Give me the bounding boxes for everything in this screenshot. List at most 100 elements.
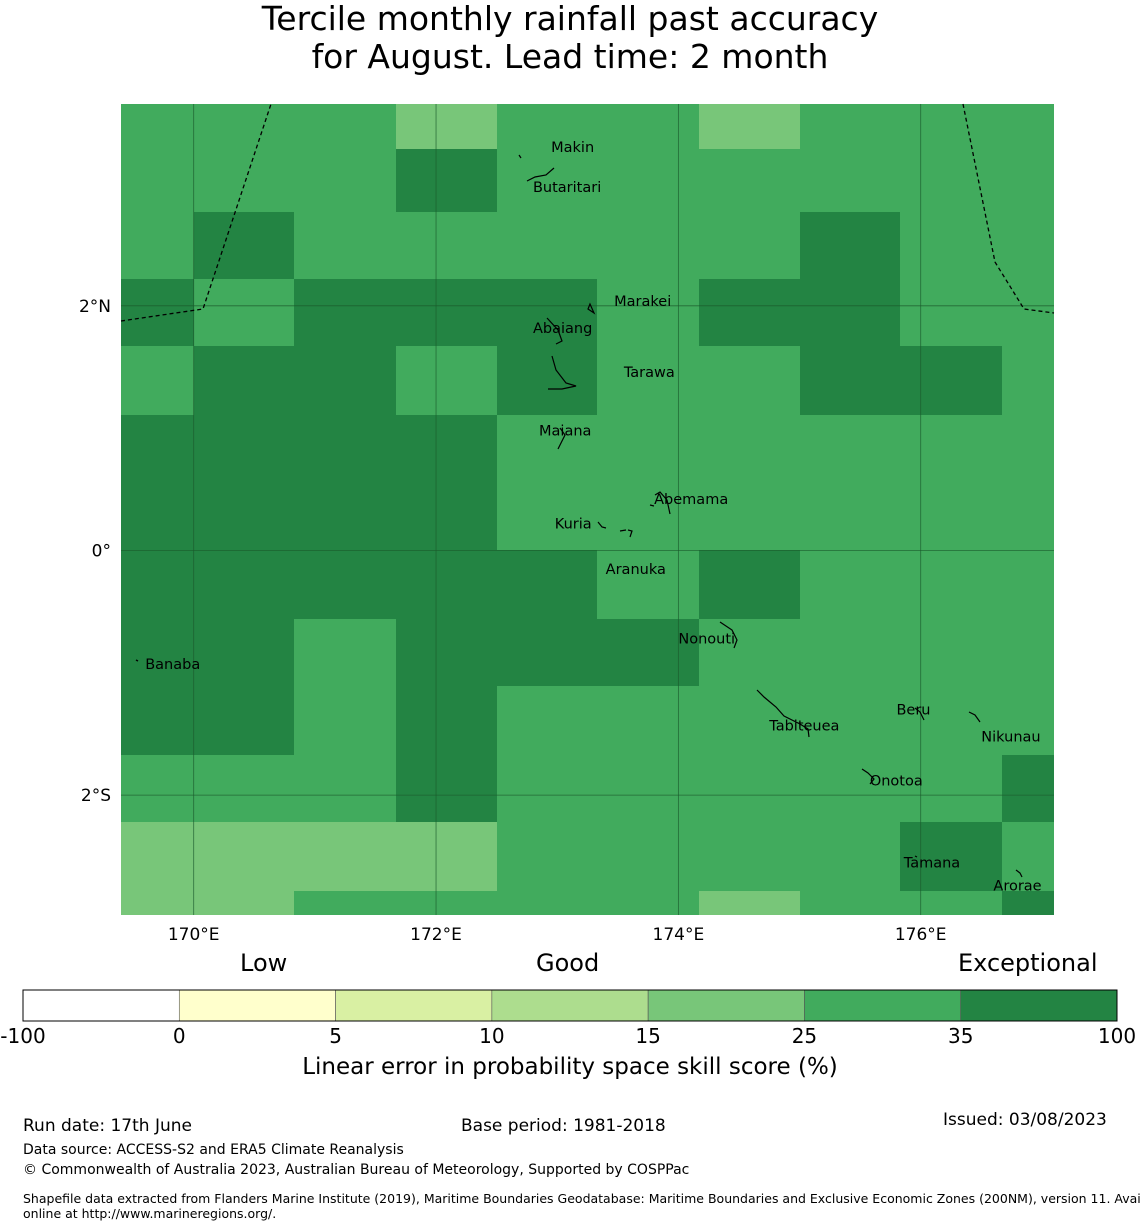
data-source: Data source: ACCESS-S2 and ERA5 Climate … <box>23 1142 404 1158</box>
grid-cell <box>800 415 900 550</box>
grid-cell <box>800 212 900 279</box>
grid-cell <box>121 822 194 891</box>
colorbar-tick-label: 100 <box>1098 1024 1136 1048</box>
grid-cell <box>396 415 497 550</box>
grid-cell <box>597 755 699 822</box>
grid-cell <box>294 550 396 619</box>
grid-cell <box>396 550 497 619</box>
colorbar-frame <box>22 989 1118 1022</box>
grid-cell <box>294 104 396 149</box>
grid-cell <box>194 550 294 619</box>
grid-cell <box>194 415 294 550</box>
grid-cell <box>194 822 294 891</box>
grid-cell <box>121 415 194 550</box>
island-label: Marakei <box>614 294 671 310</box>
grid-cell <box>597 550 699 619</box>
grid-cell <box>597 212 699 279</box>
grid-cell <box>497 686 597 755</box>
colorbar-tick-label: 5 <box>329 1024 342 1048</box>
eez-boundary-west <box>120 103 272 322</box>
grid-cell <box>497 822 597 891</box>
grid-cell <box>900 755 1002 822</box>
grid-cell <box>396 212 497 279</box>
grid-cell <box>699 755 800 822</box>
grid-cell <box>194 755 294 822</box>
grid-cell <box>497 104 597 149</box>
island-label: Nonouti <box>678 632 735 648</box>
island-onotoa <box>861 768 875 785</box>
island-label: Tarawa <box>623 365 675 381</box>
island-marakei <box>587 302 596 315</box>
grid-cell <box>497 212 597 279</box>
grid-cell <box>497 619 597 686</box>
grid-cell <box>294 149 396 212</box>
grid-cell <box>900 279 1002 346</box>
grid-cell <box>800 755 900 822</box>
grid-cell <box>396 346 497 415</box>
colorbar-header-low: Low <box>240 949 288 977</box>
grid-cell <box>900 891 1002 915</box>
grid-cell <box>1002 415 1054 550</box>
grid-cell <box>699 686 800 755</box>
grid-cell <box>194 149 294 212</box>
grid-cell <box>396 755 497 822</box>
grid-cell <box>396 822 497 891</box>
grid-cell <box>699 550 800 619</box>
island-abemama <box>654 491 671 515</box>
graticule <box>121 104 1054 915</box>
island-nikunau <box>968 711 981 723</box>
grid-cell <box>121 346 194 415</box>
grid-cell <box>1002 212 1054 279</box>
colorbar-tick-label: 10 <box>479 1024 504 1048</box>
grid-cell <box>699 822 800 891</box>
y-tick-label: 0° <box>92 541 111 561</box>
eez-boundary-east <box>962 103 1055 314</box>
run-date: Run date: 17th June <box>23 1116 192 1136</box>
grid-cell <box>1002 619 1054 686</box>
grid-cell <box>1002 686 1054 755</box>
grid-cell <box>699 279 800 346</box>
grid-cell <box>294 346 396 415</box>
grid-cell <box>294 891 396 915</box>
grid-cell <box>497 550 597 619</box>
island-tarawa <box>548 355 577 390</box>
grid-cell <box>1002 149 1054 212</box>
title-line-1: Tercile monthly rainfall past accuracy <box>261 0 879 38</box>
axis-tick-labels: 2°N 0° 2°S 170°E 172°E 174°E 176°E <box>79 297 947 945</box>
grid-cell <box>699 104 800 149</box>
shapefile-credit-line-1: Shapefile data extracted from Flanders M… <box>23 1191 1140 1206</box>
grid-cell <box>497 279 597 346</box>
grid-cell <box>597 686 699 755</box>
grid-cell <box>597 104 699 149</box>
grid-cell <box>396 686 497 755</box>
colorbar-tick-label: 35 <box>948 1024 973 1048</box>
y-tick-label: 2°S <box>81 786 111 806</box>
grid-cell <box>800 104 900 149</box>
colorbar: -100 0 5 10 15 25 35 100 <box>0 989 1136 1048</box>
grid-cell <box>194 212 294 279</box>
island-label: Kuria <box>555 517 592 533</box>
grid-cell <box>121 279 194 346</box>
grid-cell <box>900 686 1002 755</box>
grid-cell <box>597 279 699 346</box>
grid-cell <box>699 619 800 686</box>
colorbar-swatch <box>491 989 649 1022</box>
grid-cell <box>699 212 800 279</box>
grid-cell <box>1002 822 1054 891</box>
eez-boundaries <box>120 103 1055 322</box>
grid-cell <box>800 891 900 915</box>
island-aranuka <box>627 529 633 538</box>
grid-cell <box>396 891 497 915</box>
grid-cell <box>900 346 1002 415</box>
grid-cell <box>699 346 800 415</box>
grid-cell <box>294 822 396 891</box>
chart-title: Tercile monthly rainfall past accuracy f… <box>0 0 1140 76</box>
grid-cell <box>800 149 900 212</box>
colorbar-swatch <box>804 989 962 1022</box>
grid-cell <box>194 346 294 415</box>
grid-cell <box>800 550 900 619</box>
grid-cell <box>1002 104 1054 149</box>
grid-cell <box>194 279 294 346</box>
grid-cell <box>1002 755 1054 822</box>
